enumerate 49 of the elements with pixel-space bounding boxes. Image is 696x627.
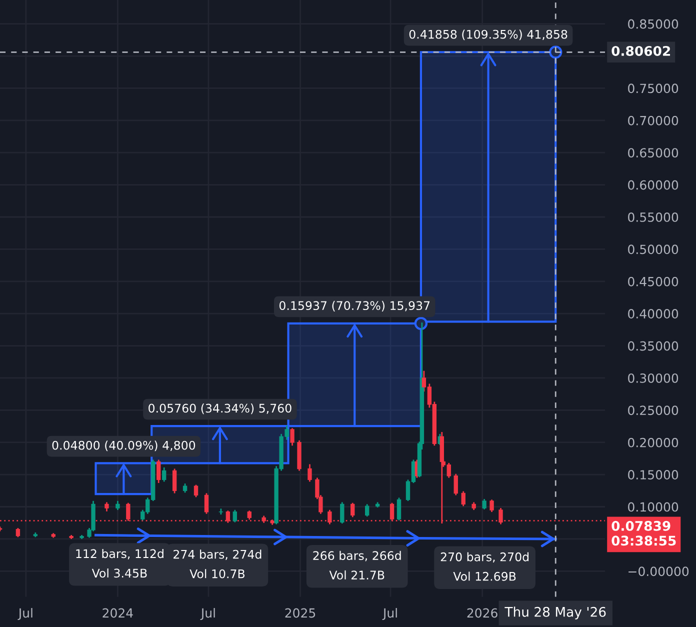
x-tick-label: Jul [18,608,32,620]
y-tick-label: 0.25000 [628,406,678,416]
candlestick [194,484,198,498]
candlestick [162,467,166,482]
ref-line-label: 0.07839 03:38:55 [612,520,676,546]
candlestick [490,500,494,512]
candlestick [308,464,312,482]
y-tick-label: 0.45000 [628,276,678,286]
ref-line-label: Thu 28 May '26 [504,606,606,620]
annotation: 112 bars, 112d Vol 3.45B [76,548,164,578]
candlestick [232,510,238,522]
y-tick-label: 0.55000 [628,212,678,222]
candlestick [364,504,370,516]
x-tick-label: Jul [200,608,215,620]
y-tick-label: 0.70000 [628,116,678,126]
candlestick [482,498,486,510]
y-tick-label: 0.40000 [628,309,678,319]
y-tick-label: 0.50000 [628,244,678,254]
ref-line-label: 0.80602 [612,46,670,56]
data-label: 0.04800 (40.09%) 4,800 [52,440,196,452]
candlestick [290,428,294,446]
candlestick [204,493,209,514]
data-label: 0.15937 (70.73%) 15,937 [279,300,430,312]
y-tick-label: 0.60000 [628,180,678,190]
y-tick-label: 0.65000 [628,148,678,158]
y-tick-label: 0.75000 [628,84,678,94]
candlestick [172,468,177,494]
candlestick [454,474,458,496]
candlestick [396,498,402,520]
candlestick [350,502,355,518]
y-tick-label: 0.35000 [628,341,678,351]
annotation: 274 bars, 274d Vol 10.7B [174,550,262,578]
y-tick-label: 0.85000 [628,19,678,29]
x-tick-label: 2024 [102,608,133,618]
y-tick-label: 0.10000 [628,502,678,512]
data-label: 0.41858 (109.35%) 41,858 [409,30,568,40]
y-tick-label: 0.15000 [628,470,678,480]
x-tick-label: 2025 [285,608,316,618]
data-label: 0.05760 (34.34%) 5,760 [148,404,292,414]
y-tick-label: −0.00000 [628,566,689,576]
annotation: 270 bars, 270d Vol 12.69B [440,552,528,581]
y-tick-label: 0.30000 [628,373,678,383]
candlestick [156,460,161,483]
x-tick-label: 2026 [467,608,498,618]
x-tick-label: Jul [382,608,397,620]
candlestick [340,502,344,524]
candlestick [461,491,466,506]
annotation: 266 bars, 266d Vol 21.7B [313,550,401,580]
y-tick-label: 0.20000 [628,438,678,448]
